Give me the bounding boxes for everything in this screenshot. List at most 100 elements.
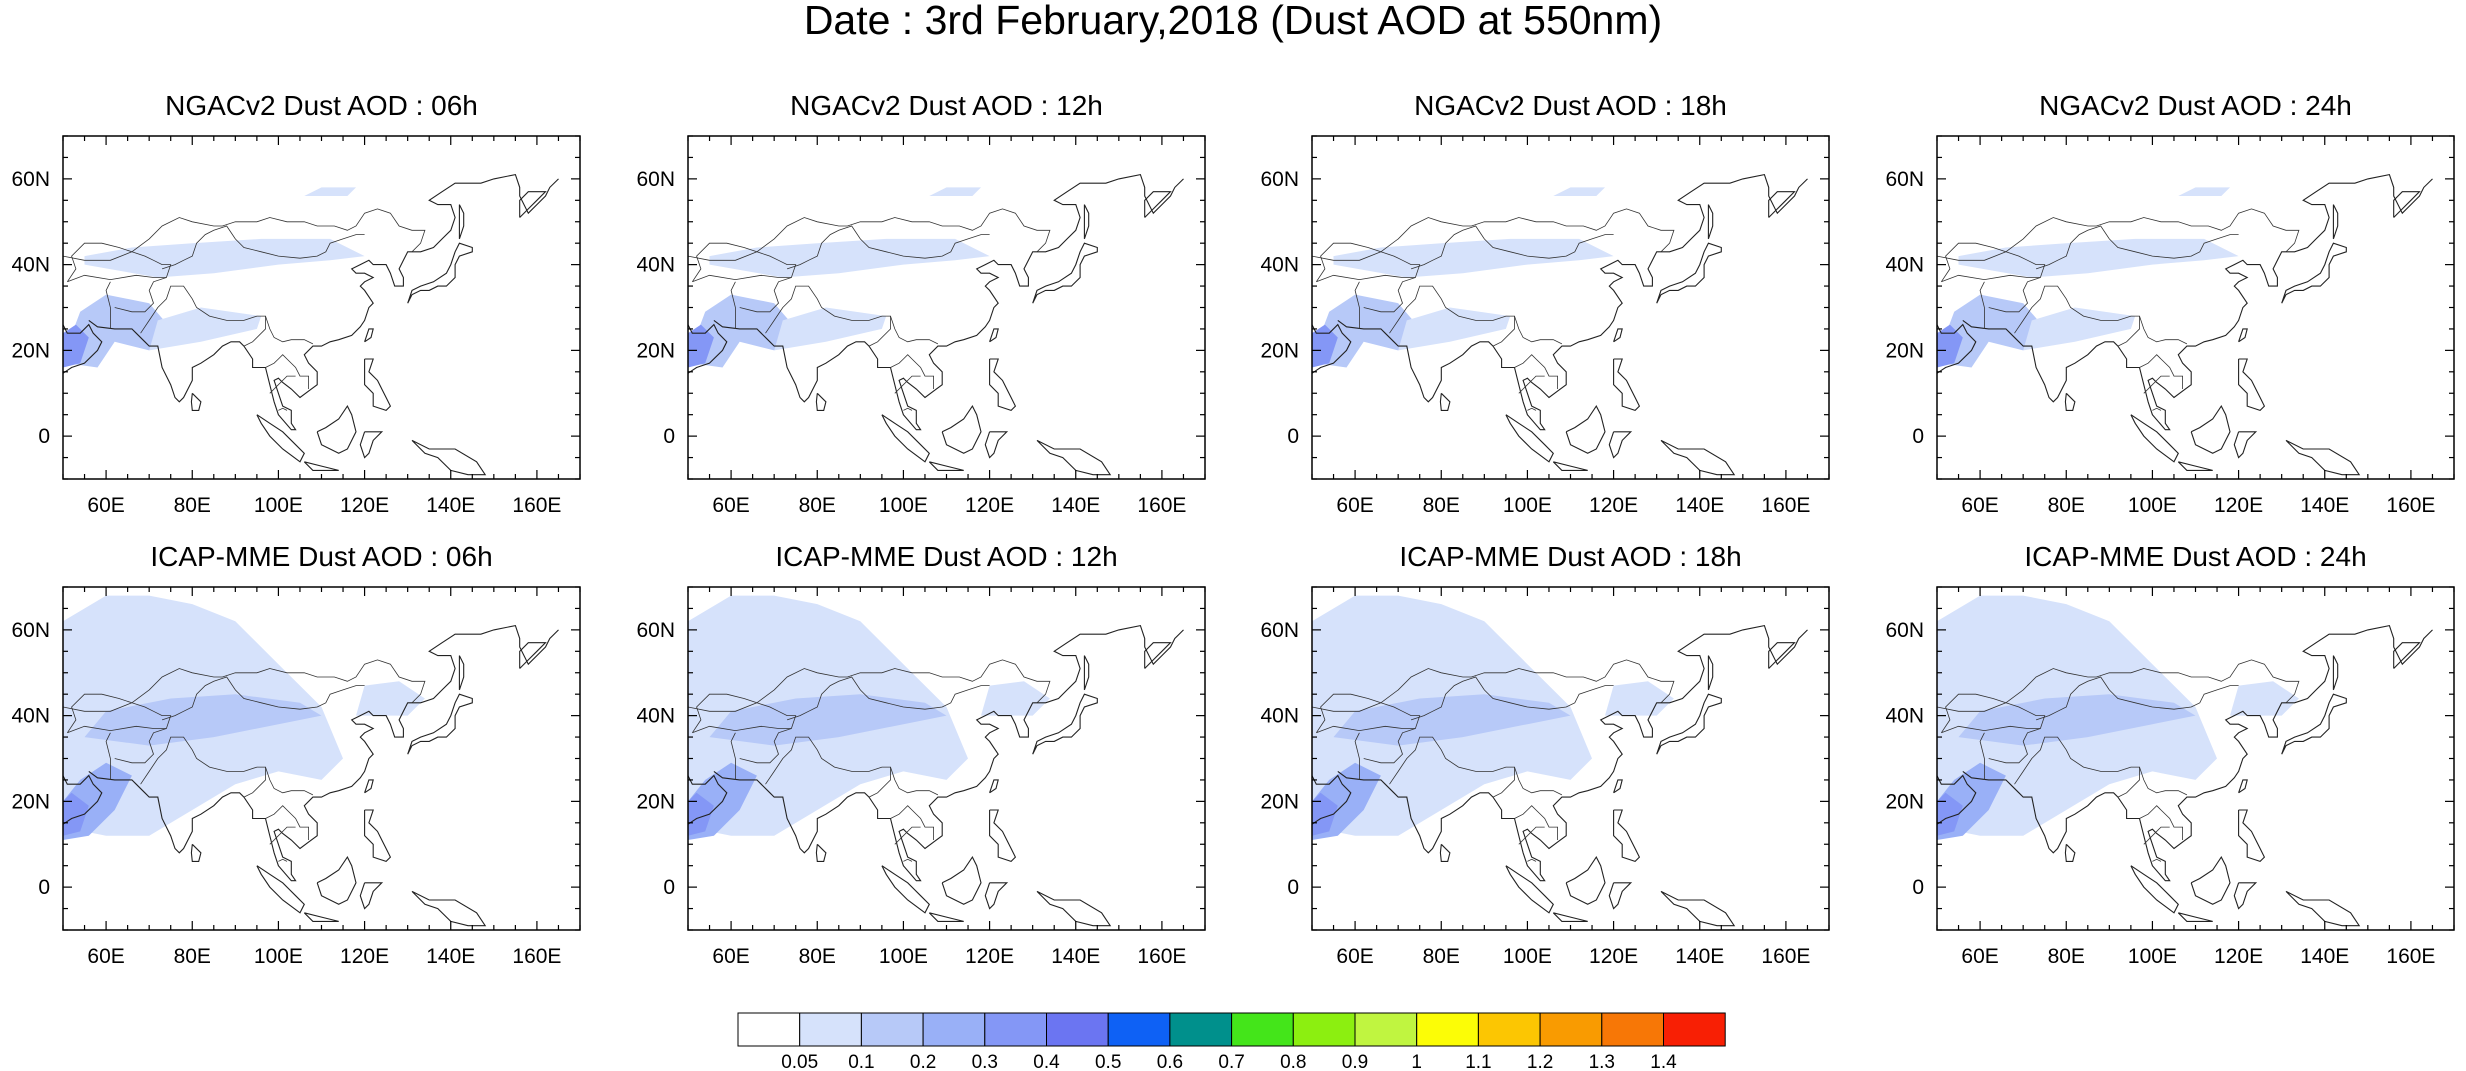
colorbar-swatch: [922, 1012, 986, 1047]
dust-aod-field: [1937, 187, 2239, 368]
lon-tick-label: 80E: [174, 945, 211, 968]
coastline: [190, 392, 202, 411]
country-border: [278, 858, 288, 862]
coastline: [1768, 642, 1796, 669]
country-border: [278, 407, 288, 411]
country-border: [1988, 277, 2041, 313]
lat-tick-label: 20N: [1885, 790, 1924, 813]
country-border: [1315, 693, 1421, 734]
country-border: [131, 659, 426, 704]
coastline: [2190, 405, 2231, 454]
dust-aod-field: [1937, 595, 2299, 840]
lon-tick-label: 60E: [1336, 494, 1373, 517]
coastline: [2281, 693, 2347, 755]
lat-tick-label: 0: [38, 425, 50, 448]
coastline: [1565, 405, 1606, 454]
coastlines: [688, 173, 1184, 476]
aod-region: [1398, 307, 1511, 351]
aod-region: [981, 681, 1050, 716]
country-border: [265, 805, 310, 840]
map-panel-1: 60E 80E 100E 120E 140E 160E 60N 40N 20N 0: [11, 135, 581, 517]
country-border: [688, 251, 758, 261]
lat-tick-label: 0: [38, 876, 50, 899]
lon-tick-label: 100E: [254, 494, 303, 517]
country-border: [2035, 225, 2239, 270]
colorbar-label: 1.4: [1650, 1052, 1677, 1071]
coastline: [190, 843, 202, 862]
lon-tick-label: 60E: [712, 494, 749, 517]
coastline: [1552, 912, 1588, 922]
aod-region: [709, 694, 947, 746]
coastline: [1312, 307, 1352, 374]
lon-tick-label: 140E: [1675, 945, 1724, 968]
country-border: [1410, 676, 1614, 721]
country-border: [1979, 281, 1985, 329]
country-border: [2139, 766, 2188, 796]
lat-tick-label: 60N: [1885, 619, 1924, 642]
country-border: [131, 208, 426, 253]
lon-tick-label: 160E: [1761, 494, 1810, 517]
panel-title: NGACv2 Dust AOD : 24h: [2039, 90, 2352, 121]
aod-region: [1937, 324, 1963, 368]
country-border: [890, 315, 939, 345]
country-border: [2152, 407, 2162, 411]
country-border: [1380, 208, 1675, 253]
coastlines: [63, 624, 559, 927]
country-border: [1937, 702, 2007, 712]
coastline: [1707, 204, 1714, 240]
lon-tick-label: 140E: [426, 494, 475, 517]
coastline: [1937, 758, 1977, 825]
coastline: [1937, 307, 1977, 374]
coastline: [688, 307, 728, 374]
coastline: [941, 405, 982, 454]
colorbar-swatch: [737, 1012, 801, 1047]
coastline: [941, 856, 982, 905]
lat-tick-label: 40N: [11, 254, 50, 277]
lon-tick-label: 120E: [340, 494, 389, 517]
coastline: [881, 865, 930, 914]
coastline: [1032, 693, 1098, 755]
country-border: [739, 728, 792, 764]
country-border: [2005, 659, 2300, 704]
coastlines: [1937, 173, 2433, 476]
lon-tick-label: 120E: [340, 945, 389, 968]
map-panel-7: 60E 80E 100E 120E 140E 160E 60N 40N 20N 0: [1260, 586, 1830, 968]
coastline: [407, 693, 473, 755]
lat-tick-label: 20N: [11, 339, 50, 362]
lat-tick-label: 60N: [636, 619, 675, 642]
colorbar-label: 0.8: [1280, 1052, 1306, 1071]
coastline: [2130, 414, 2179, 463]
country-border: [140, 285, 266, 347]
coastline: [1439, 843, 1451, 862]
lat-tick-label: 20N: [1885, 339, 1924, 362]
country-border: [739, 277, 792, 313]
coastline: [1505, 414, 1554, 463]
country-border: [63, 702, 133, 712]
panel-title: NGACv2 Dust AOD : 18h: [1414, 90, 1727, 121]
coastline: [2190, 856, 2231, 905]
colorbar-swatch: [860, 1012, 924, 1047]
country-border: [765, 285, 891, 347]
aod-region: [2023, 307, 2136, 351]
colorbar-swatch: [1416, 1012, 1479, 1047]
lon-tick-label: 120E: [1589, 945, 1638, 968]
country-border: [1937, 251, 2007, 261]
coastline: [1608, 431, 1633, 459]
map-panel-4: 60E 80E 100E 120E 140E 160E 60N 40N 20N 0: [1885, 135, 2455, 517]
lon-tick-label: 160E: [1137, 945, 1186, 968]
aod-region: [2230, 681, 2299, 716]
coastline: [1083, 655, 1090, 691]
coastline: [458, 655, 465, 691]
lat-tick-label: 0: [1912, 876, 1924, 899]
lon-tick-label: 100E: [1503, 945, 1552, 968]
colorbar-label: 1.1: [1465, 1052, 1491, 1071]
country-border: [786, 225, 990, 270]
coastline: [2130, 865, 2179, 914]
country-border: [1389, 285, 1515, 347]
lat-tick-label: 40N: [636, 254, 675, 277]
aod-region: [1553, 187, 1605, 196]
coastline: [1144, 191, 1172, 218]
coastline: [2393, 642, 2421, 669]
